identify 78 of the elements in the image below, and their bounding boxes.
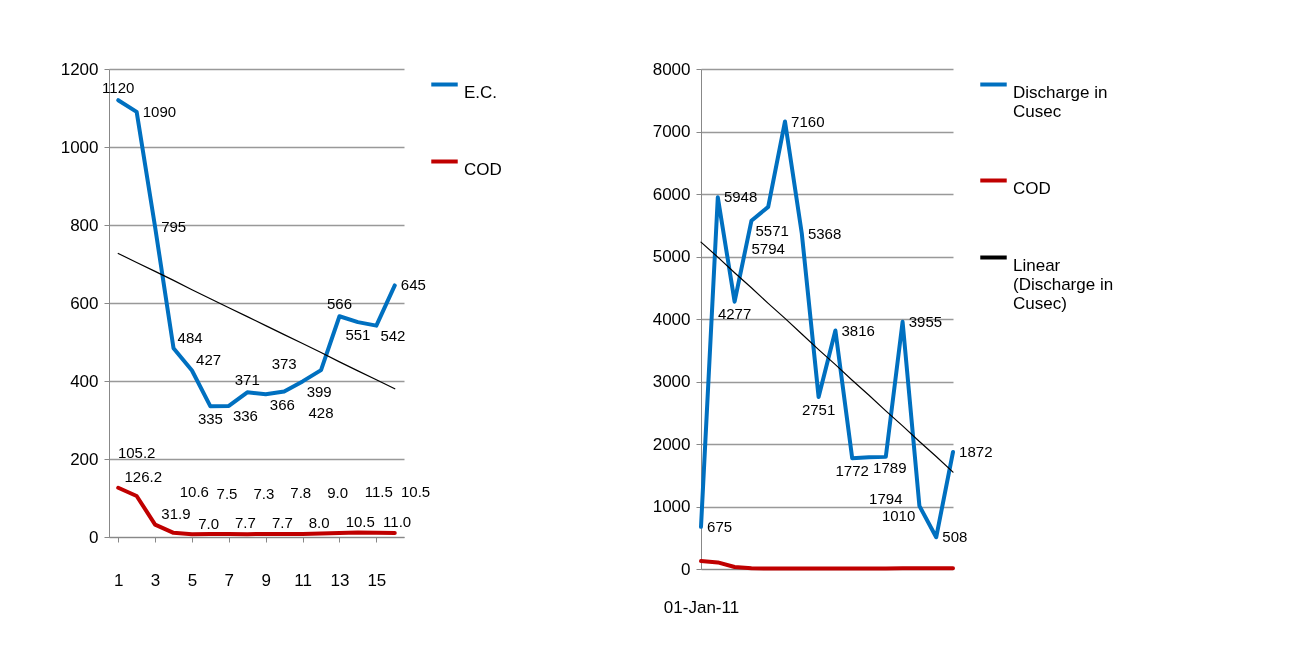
data-label: 399 <box>306 382 332 400</box>
y-tick-label: 5000 <box>652 247 691 266</box>
data-label: 542 <box>380 327 406 345</box>
data-label: 7160 <box>791 112 825 130</box>
y-tick-label: 6000 <box>652 184 691 204</box>
data-label: 5368 <box>807 224 842 242</box>
data-label: 336 <box>232 407 258 425</box>
y-tick-label: 3000 <box>652 372 691 391</box>
x-tick-label: 11 <box>294 570 312 590</box>
data-label: 4277 <box>717 305 752 323</box>
data-label: 7.8 <box>290 484 312 502</box>
y-tick-label: 1000 <box>652 497 691 516</box>
data-label: 7.7 <box>235 514 256 532</box>
data-label: 8.0 <box>308 514 330 532</box>
data-label: 366 <box>269 395 295 413</box>
data-label: 5948 <box>723 188 758 206</box>
data-label: 3816 <box>841 321 875 339</box>
data-label: 1010 <box>881 507 916 525</box>
x-tick-label: 01-Jan-11 <box>663 597 740 617</box>
data-label: 11.5 <box>364 483 393 501</box>
data-label: 10.6 <box>179 483 209 501</box>
data-label: 7.3 <box>253 484 275 502</box>
y-tick-label: 0 <box>89 527 99 547</box>
data-label: 1794 <box>869 490 903 508</box>
data-label: 675 <box>707 517 733 535</box>
data-label: 373 <box>271 355 297 373</box>
x-tick-label: 3 <box>150 570 161 590</box>
data-label: 5571 <box>755 222 789 240</box>
y-tick-label: 2000 <box>652 434 691 454</box>
x-tick-label: 1 <box>113 570 124 590</box>
legend-label: COD <box>464 159 502 179</box>
legend-label: Linear (Discharge in Cusec) <box>1013 255 1114 313</box>
data-label: 427 <box>196 350 222 368</box>
data-label: 9.0 <box>327 483 349 501</box>
data-label: 2751 <box>801 400 836 418</box>
data-label: 551 <box>345 325 371 343</box>
data-label: 7.5 <box>216 484 238 502</box>
data-label: 508 <box>942 528 968 546</box>
x-tick-label: 15 <box>367 570 387 590</box>
data-label: 428 <box>308 403 334 421</box>
data-label: 10.5 <box>345 513 375 531</box>
data-label: 1872 <box>959 443 993 460</box>
legend-label: COD <box>1013 178 1051 198</box>
data-label: 7.0 <box>198 514 219 532</box>
legend-label: E.C. <box>464 82 498 102</box>
data-label: 7.7 <box>271 514 293 532</box>
x-tick-label: 5 <box>187 570 198 590</box>
y-tick-label: 7000 <box>652 122 691 141</box>
data-label: 566 <box>326 294 352 312</box>
data-label: 795 <box>161 217 187 235</box>
data-label: 335 <box>197 409 223 427</box>
data-label: 10.5 <box>400 483 431 501</box>
x-tick-label: 7 <box>224 570 235 590</box>
y-tick-label: 400 <box>70 371 99 391</box>
y-tick-label: 600 <box>70 293 99 313</box>
data-label: 11.0 <box>383 513 412 531</box>
y-tick-label: 0 <box>681 559 691 579</box>
data-label: 1090 <box>142 102 177 120</box>
data-label: 645 <box>400 276 426 294</box>
data-label: 5794 <box>751 240 785 258</box>
y-tick-label: 8000 <box>652 59 691 79</box>
data-label: 1789 <box>873 458 907 476</box>
y-tick-label: 1200 <box>60 59 99 79</box>
data-label: 1120 <box>102 78 135 96</box>
data-label: 484 <box>177 328 203 346</box>
data-label: 3955 <box>908 312 943 330</box>
data-label: 126.2 <box>124 468 162 486</box>
y-tick-label: 4000 <box>652 309 691 329</box>
legend-label: Discharge in Cusec <box>1013 82 1108 121</box>
data-label: 105.2 <box>117 444 156 462</box>
data-label: 371 <box>234 370 260 388</box>
y-tick-label: 800 <box>70 215 99 235</box>
data-label: 31.9 <box>161 505 191 523</box>
x-tick-label: 13 <box>330 570 350 590</box>
y-tick-label: 1000 <box>60 137 99 157</box>
data-label: 1772 <box>835 461 869 479</box>
y-tick-label: 200 <box>70 449 99 469</box>
x-tick-label: 9 <box>261 570 271 590</box>
